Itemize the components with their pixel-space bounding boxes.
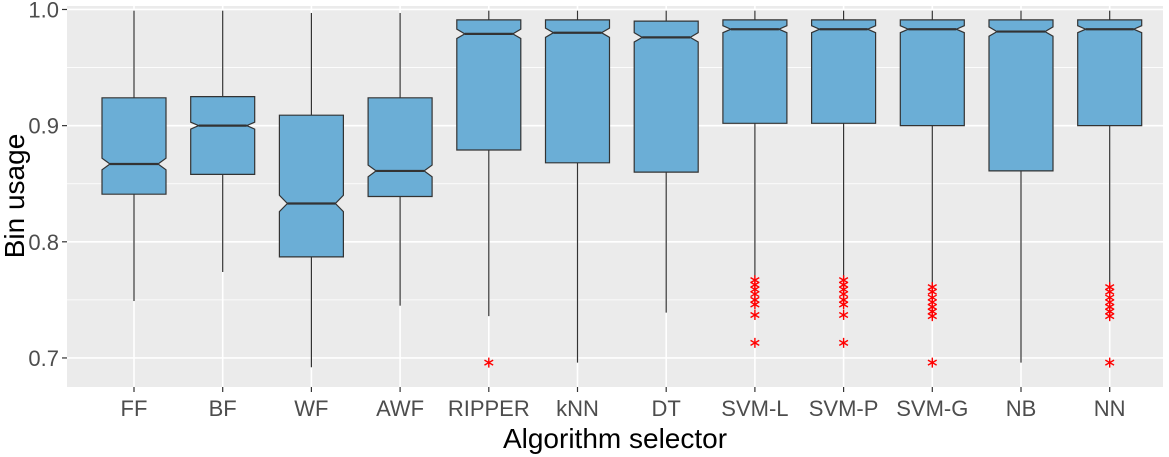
y-axis-title: Bin usage bbox=[0, 134, 30, 259]
box-SVM-L bbox=[722, 10, 788, 348]
box-body bbox=[722, 19, 788, 124]
y-tick-label: 1.0 bbox=[28, 0, 59, 22]
x-tick-label: SVM-G bbox=[896, 396, 968, 421]
box-RIPPER bbox=[456, 10, 522, 368]
box-body bbox=[810, 19, 877, 124]
x-axis: FF BF WF AWF RIPPER kNN DT SVM-L SVM-P SVM-G NB NN bbox=[121, 387, 1126, 421]
box-SVM-P bbox=[810, 10, 877, 348]
y-axis: 0.7 0.8 0.9 1.0 bbox=[28, 0, 67, 371]
box-body bbox=[1077, 19, 1143, 127]
x-tick-label: AWF bbox=[376, 396, 424, 421]
box-SVM-G bbox=[899, 10, 965, 368]
plot-panel bbox=[67, 6, 1163, 387]
y-tick-label: 0.9 bbox=[28, 114, 59, 139]
outlier-point bbox=[750, 299, 760, 310]
x-tick-label: NN bbox=[1094, 396, 1126, 421]
box-body bbox=[544, 19, 611, 164]
x-tick-label: NB bbox=[1006, 396, 1037, 421]
box-body bbox=[988, 19, 1054, 172]
box-NN bbox=[1077, 10, 1143, 368]
box-BF bbox=[190, 10, 256, 273]
box-AWF bbox=[367, 12, 433, 306]
x-axis-title: Algorithm selector bbox=[503, 423, 727, 454]
box-WF bbox=[278, 12, 344, 368]
box-body bbox=[278, 114, 344, 258]
box-body bbox=[633, 20, 699, 173]
box-body bbox=[367, 97, 433, 198]
x-tick-label: WF bbox=[294, 396, 328, 421]
box-kNN bbox=[544, 10, 611, 363]
box-DT bbox=[633, 10, 699, 313]
y-tick-label: 0.8 bbox=[28, 230, 59, 255]
boxes-layer bbox=[101, 10, 1143, 368]
x-tick-label: kNN bbox=[556, 396, 599, 421]
outlier-point bbox=[838, 299, 849, 310]
outlier-point bbox=[927, 311, 937, 322]
box-body bbox=[101, 97, 167, 195]
outlier-point bbox=[1105, 311, 1115, 322]
outlier-point bbox=[750, 309, 760, 320]
box-body bbox=[899, 19, 965, 127]
outlier-point bbox=[750, 337, 760, 348]
x-tick-label: SVM-L bbox=[721, 396, 788, 421]
x-tick-label: SVM-P bbox=[809, 396, 879, 421]
outlier-point bbox=[484, 357, 494, 368]
box-body bbox=[456, 19, 522, 151]
x-tick-label: FF bbox=[121, 396, 148, 421]
x-tick-label: DT bbox=[652, 396, 681, 421]
x-tick-label: BF bbox=[209, 396, 237, 421]
outlier-point bbox=[927, 357, 937, 368]
box-NB bbox=[988, 10, 1054, 363]
box-body bbox=[190, 95, 256, 175]
outlier-point bbox=[838, 337, 849, 348]
outlier-point bbox=[838, 309, 849, 320]
x-tick-label: RIPPER bbox=[448, 396, 530, 421]
y-tick-label: 0.7 bbox=[28, 346, 59, 371]
box-FF bbox=[101, 10, 167, 302]
outlier-point bbox=[1105, 357, 1115, 368]
